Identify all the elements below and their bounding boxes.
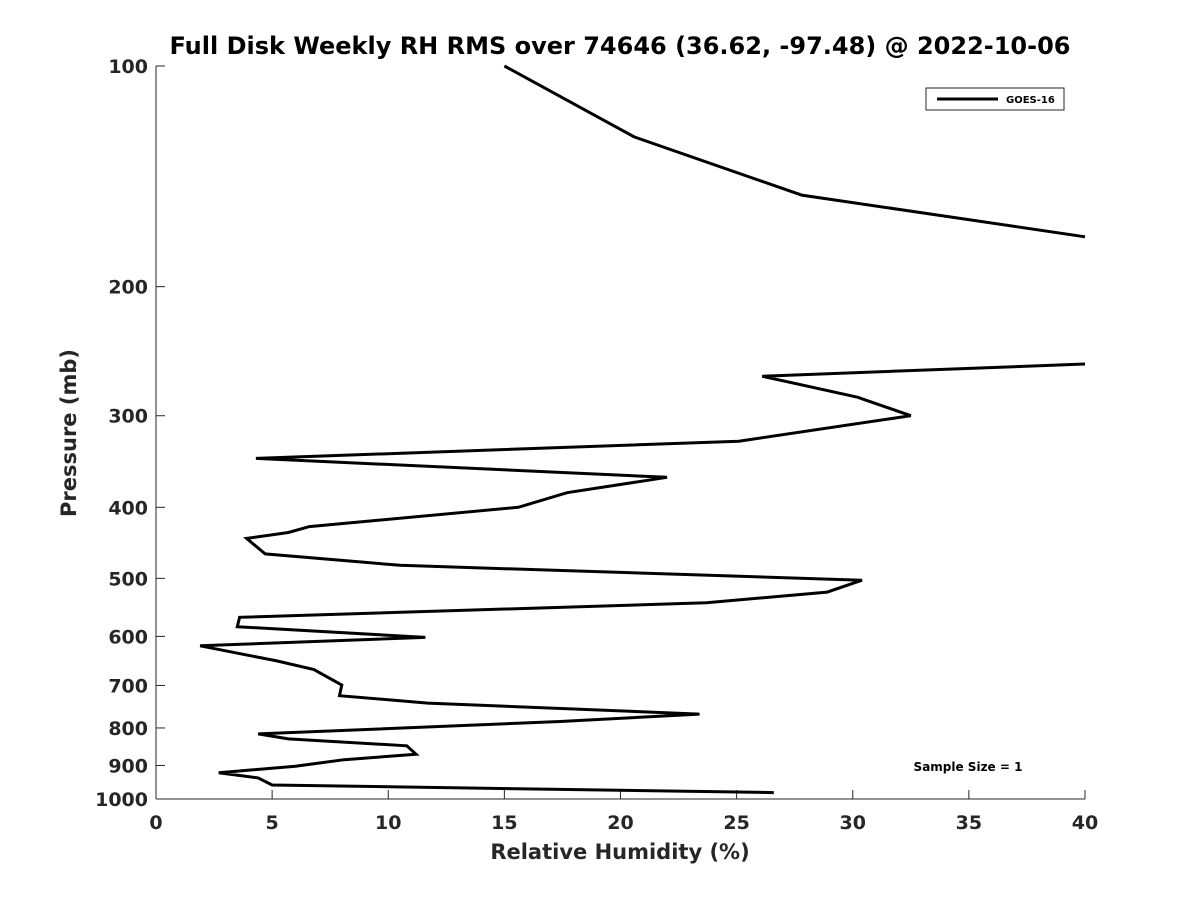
y-tick-label: 800 [108,718,148,740]
series-line-goes-16-segment-2 [199,362,1086,795]
x-tick-label: 30 [840,812,866,834]
x-tick-label: 0 [149,812,162,834]
y-tick-label: 200 [108,277,148,299]
series-layer [199,64,1086,795]
sample-size-annotation: Sample Size = 1 [914,760,1023,774]
y-tick-label: 100 [108,56,148,78]
y-tick-label: 1000 [95,789,148,811]
x-tick-label: 5 [266,812,279,834]
x-axis-ticks: 0 5 10 15 20 25 30 35 40 [149,790,1098,834]
x-tick-label: 35 [956,812,982,834]
y-tick-label: 300 [108,406,148,428]
y-tick-label: 500 [108,568,148,590]
y-tick-label: 700 [108,675,148,697]
x-tick-label: 15 [491,812,517,834]
x-tick-label: 20 [607,812,633,834]
x-tick-label: 25 [723,812,749,834]
y-tick-label: 600 [108,626,148,648]
series-line-goes-16-segment-1 [503,64,1086,239]
legend-label-goes-16: GOES-16 [1006,95,1055,106]
x-tick-label: 40 [1072,812,1098,834]
y-tick-label: 900 [108,755,148,777]
y-tick-label: 400 [108,497,148,519]
chart-title: Full Disk Weekly RH RMS over 74646 (36.6… [169,32,1070,60]
x-tick-label: 10 [375,812,401,834]
axes [155,66,1085,800]
y-axis-ticks: 100 200 300 400 500 600 700 800 900 1000 [95,56,165,811]
legend: GOES-16 [925,87,1065,111]
y-axis-label: Pressure (mb) [57,349,81,517]
x-axis-label: Relative Humidity (%) [490,840,749,864]
